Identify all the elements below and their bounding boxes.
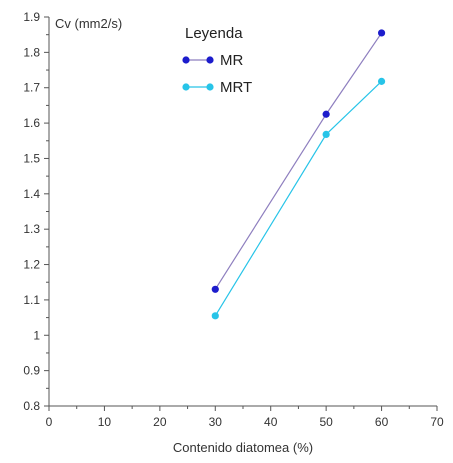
- data-point-mrt: [322, 130, 330, 139]
- x-tick-label: 60: [375, 415, 389, 429]
- x-tick-label: 10: [98, 415, 112, 429]
- y-tick-label: 1.5: [23, 151, 40, 165]
- y-tick-label: 1.1: [23, 293, 40, 307]
- legend-marker-mr: [182, 56, 190, 64]
- data-point-mrt: [377, 77, 386, 85]
- series-line-mrt: [214, 80, 382, 317]
- x-tick-label: 50: [319, 415, 333, 429]
- legend-label-mr: MR: [220, 52, 243, 69]
- data-point-mr: [211, 285, 219, 293]
- legend-marker-mrt: [206, 83, 214, 91]
- legend-label-mrt: MRT: [220, 79, 252, 96]
- y-tick-label: 0.8: [23, 399, 40, 413]
- x-tick-label: 0: [46, 415, 53, 429]
- y-tick-label: 1.7: [23, 81, 40, 95]
- y-tick-label: 1.8: [23, 45, 40, 59]
- legend-marker-mr: [206, 56, 214, 64]
- series-line-mr: [214, 32, 383, 290]
- axes: 0 10 20 30 40 50 60 70 0.8 0.9 1 1.1 1.2 1.3 1.4 1.5 1.6…: [23, 10, 444, 455]
- series-mr: [211, 29, 386, 293]
- series-layer: [211, 29, 386, 320]
- data-point-mr: [322, 110, 330, 118]
- series-mrt: [211, 77, 386, 320]
- y-tick-label: 1.3: [23, 222, 40, 236]
- legend: Leyenda MR MRT: [182, 25, 252, 96]
- x-tick-label: 20: [153, 415, 167, 429]
- y-tick-label: 1: [33, 328, 40, 342]
- y-tick-label: 0.9: [23, 364, 40, 378]
- y-tick-label: 1.6: [23, 116, 40, 130]
- data-point-mrt: [211, 312, 219, 320]
- y-tick-label: 1.4: [23, 187, 40, 201]
- data-point-mr: [377, 29, 386, 37]
- x-tick-label: 70: [430, 415, 444, 429]
- y-axis-title: Cv (mm2/s): [55, 16, 122, 31]
- x-tick-label: 40: [264, 415, 278, 429]
- legend-title: Leyenda: [185, 25, 243, 42]
- y-tick-label: 1.9: [23, 10, 40, 24]
- x-axis-title: Contenido diatomea (%): [173, 440, 313, 455]
- legend-marker-mrt: [182, 83, 190, 91]
- x-tick-label: 30: [209, 415, 223, 429]
- y-tick-label: 1.2: [23, 258, 40, 272]
